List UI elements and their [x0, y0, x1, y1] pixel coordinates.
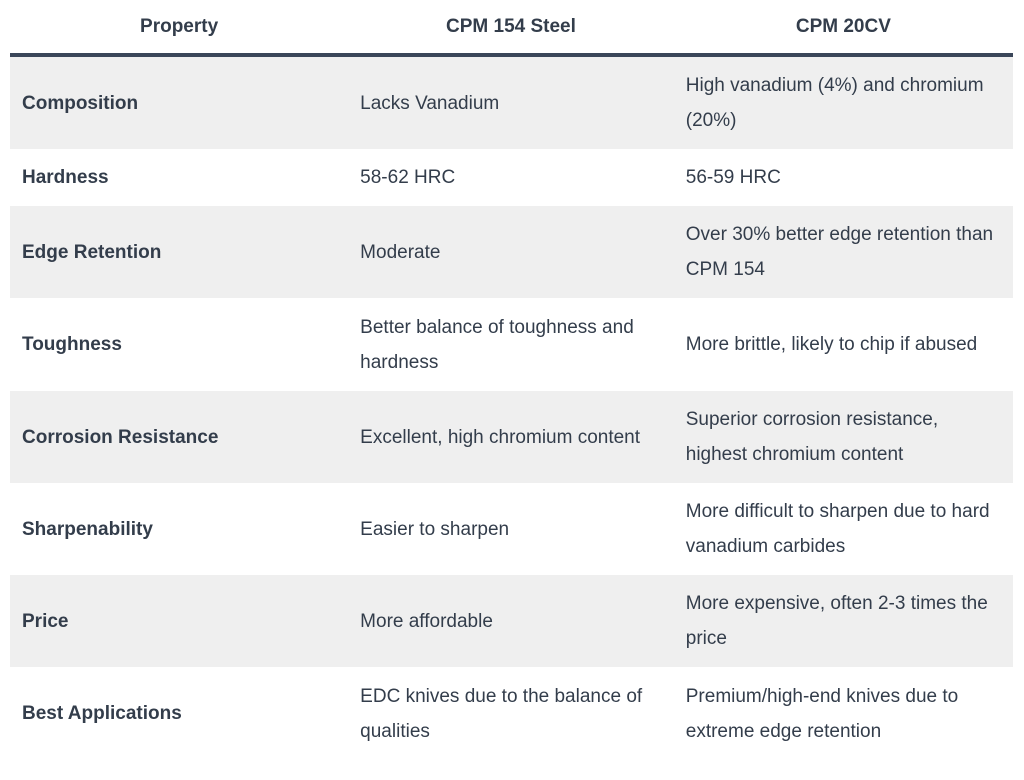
property-cell: Sharpenability [22, 518, 153, 540]
property-cell: Composition [22, 92, 139, 114]
property-cell: Toughness [22, 334, 122, 355]
cpm154-cell: Excellent, high chromium content [360, 426, 641, 448]
table-row: Corrosion Resistance Excellent, high chr… [10, 391, 1013, 483]
comparison-table: Property CPM 154 Steel CPM 20CV Composit… [10, 0, 1013, 760]
column-header-cpm154: CPM 154 Steel [446, 15, 576, 37]
cpm20cv-cell: Premium/high-end knives due to extreme e… [685, 685, 959, 742]
property-cell: Edge Retention [22, 241, 162, 263]
column-header-property: Property [140, 15, 219, 37]
table-row: Composition Lacks Vanadium High vanadium… [10, 55, 1013, 149]
cpm154-cell: Lacks Vanadium [360, 92, 500, 114]
property-cell: Hardness [22, 167, 109, 188]
cpm154-cell: EDC knives due to the balance of qualiti… [360, 685, 643, 742]
cpm20cv-cell: More brittle, likely to chip if abused [685, 334, 978, 355]
cpm20cv-cell: More difficult to sharpen due to hard va… [685, 501, 990, 557]
cpm154-cell: Easier to sharpen [360, 518, 510, 540]
cpm20cv-cell: Superior corrosion resistance, highest c… [685, 409, 939, 465]
table-header-row: Property CPM 154 Steel CPM 20CV [10, 0, 1013, 55]
table-row: Hardness 58-62 HRC 56-59 HRC [10, 149, 1013, 206]
property-cell: Best Applications [22, 703, 182, 724]
table-body: Composition Lacks Vanadium High vanadium… [10, 55, 1013, 760]
cpm154-cell: Better balance of toughness and hardness [360, 316, 634, 373]
cpm154-cell: Moderate [360, 241, 441, 263]
cpm20cv-cell: 56-59 HRC [685, 167, 781, 188]
table-row: Best Applications EDC knives due to the … [10, 667, 1013, 760]
cpm20cv-cell: More expensive, often 2-3 times the pric… [685, 593, 988, 649]
column-header-cpm20cv: CPM 20CV [795, 15, 891, 37]
table-row: Toughness Better balance of toughness an… [10, 298, 1013, 391]
cpm20cv-cell: Over 30% better edge retention than CPM … [685, 224, 994, 280]
cpm154-cell: 58-62 HRC [360, 167, 456, 188]
property-cell: Corrosion Resistance [22, 426, 219, 448]
table-row: Price More affordable More expensive, of… [10, 575, 1013, 667]
cpm20cv-cell: High vanadium (4%) and chromium (20%) [685, 75, 984, 131]
table-row: Sharpenability Easier to sharpen More di… [10, 483, 1013, 575]
table-row: Edge Retention Moderate Over 30% better … [10, 206, 1013, 298]
property-cell: Price [22, 610, 69, 632]
cpm154-cell: More affordable [360, 610, 493, 632]
